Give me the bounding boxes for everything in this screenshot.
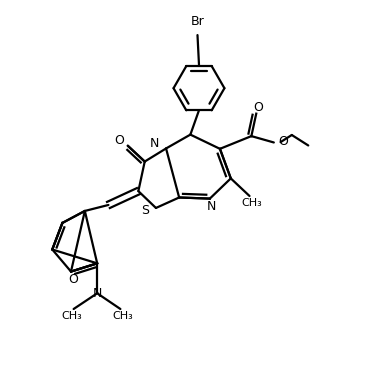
Text: O: O bbox=[253, 101, 263, 114]
Text: O: O bbox=[279, 135, 288, 148]
Text: O: O bbox=[68, 273, 78, 285]
Text: CH₃: CH₃ bbox=[61, 311, 82, 321]
Text: N: N bbox=[150, 138, 159, 150]
Text: Br: Br bbox=[191, 15, 205, 29]
Text: CH₃: CH₃ bbox=[112, 311, 133, 321]
Text: O: O bbox=[114, 134, 124, 147]
Text: S: S bbox=[141, 204, 149, 218]
Text: CH₃: CH₃ bbox=[241, 198, 262, 208]
Text: N: N bbox=[207, 200, 216, 213]
Text: N: N bbox=[93, 287, 102, 300]
